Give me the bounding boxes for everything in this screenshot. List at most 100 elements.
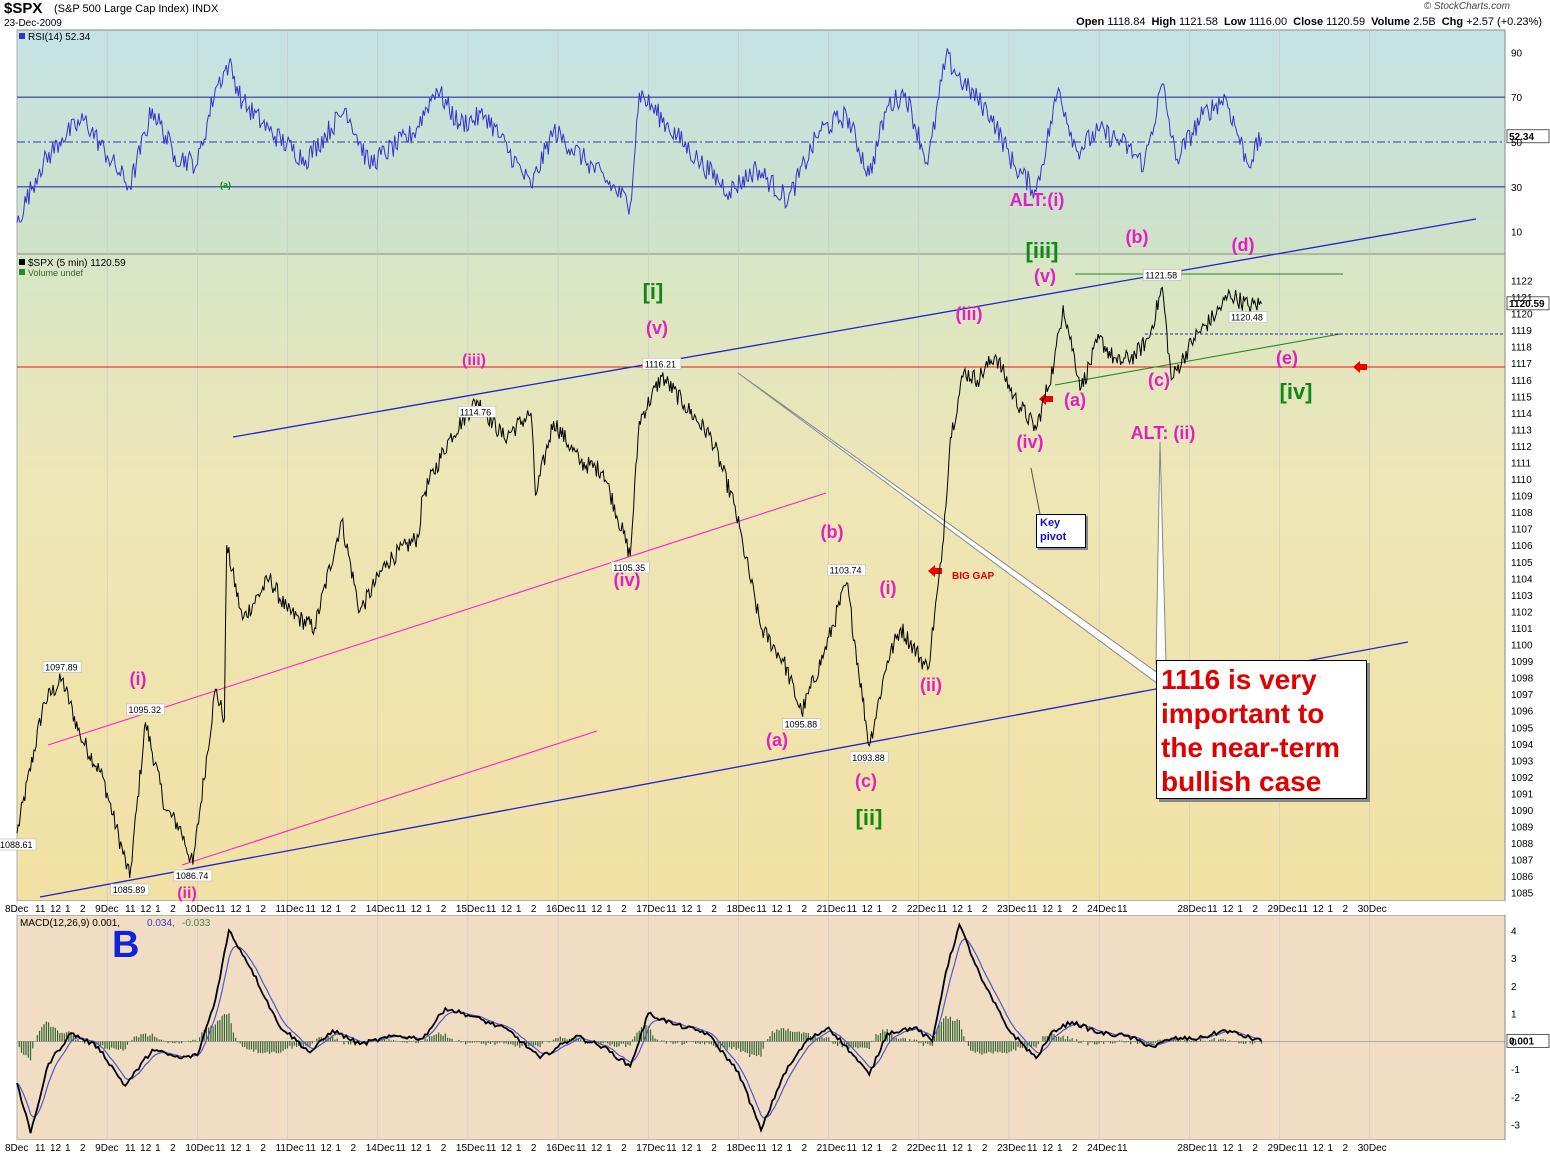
x-tick-hour-label: 11: [1117, 904, 1128, 915]
x-tick-hour-label: 2: [351, 904, 357, 915]
price-label-box: [610, 561, 650, 574]
wave-label: (v): [646, 318, 668, 338]
x-tick-hour-label: 2: [441, 904, 447, 915]
rsi-current-value-box: [1506, 129, 1550, 144]
x-tick-hour-label: 11: [1117, 1143, 1128, 1154]
macd-tick-label: 4: [1511, 926, 1517, 937]
x-tick-hour-label: 1: [786, 904, 792, 915]
price-tick-label: 1089: [1511, 823, 1534, 834]
x-tick-hour-label: 12: [681, 904, 693, 915]
price-value-label: 1093.88: [852, 753, 885, 763]
price-value-label: 1105.35: [613, 563, 645, 573]
x-tick-day-label: 29Dec: [1268, 904, 1297, 915]
x-tick-day-label: 17Dec: [636, 904, 665, 915]
price-value-label: 1121.58: [1145, 270, 1177, 280]
x-tick-hour-label: 11: [215, 904, 226, 915]
price-tick-label: 1116: [1511, 376, 1532, 387]
price-panel-label: $SPX (5 min) 1120.59: [28, 258, 126, 269]
rsi-tick-label: 90: [1511, 48, 1523, 59]
price-label-box: [642, 357, 682, 370]
rsi-tick-label: 50: [1511, 138, 1523, 149]
macd-tick-label: -3: [1511, 1121, 1520, 1132]
x-tick-hour-label: 12: [591, 1143, 603, 1154]
price-tick-label: 1112: [1511, 442, 1532, 453]
wave-label: (ii): [920, 675, 942, 695]
x-tick-hour-label: 11: [666, 904, 677, 915]
price-value-label: 1116.21: [645, 359, 676, 369]
price-tick-label: 1104: [1511, 574, 1533, 585]
price-label-box: [1143, 269, 1182, 281]
x-tick-day-label: 14Dec: [366, 904, 395, 915]
x-tick-hour-label: 11: [1027, 904, 1038, 915]
wave-label: ALT:(i): [1010, 190, 1065, 210]
price-value-label: 1103.74: [830, 566, 862, 576]
macd-panel-bg: [16, 914, 1506, 1141]
x-tick-hour-label: 12: [50, 1143, 62, 1154]
x-tick-hour-label: 12: [50, 904, 62, 915]
wave-label: (b): [1126, 227, 1149, 247]
brand-label: © StockCharts.com: [1423, 1, 1510, 12]
x-tick-hour-label: 12: [1313, 904, 1325, 915]
x-tick-day-label: 16Dec: [546, 904, 575, 915]
x-tick-hour-label: 1: [696, 1143, 702, 1154]
x-tick-day-label: 23Dec: [997, 904, 1026, 915]
price-value-label: 1114.76: [460, 407, 491, 417]
wave-label: (v): [1034, 266, 1056, 286]
price-tick-label: 1115: [1511, 392, 1532, 403]
x-tick-hour-label: 11: [1298, 904, 1309, 915]
ohlc-value: 1121.58: [1175, 16, 1218, 28]
price-tick-label: 1106: [1511, 541, 1533, 552]
x-tick-hour-label: 11: [306, 904, 317, 915]
price-label-box: [173, 869, 213, 882]
x-tick-hour-label: 11: [576, 904, 587, 915]
x-tick-day-label: 10Dec: [185, 904, 214, 915]
x-tick-hour-label: 1: [155, 1143, 161, 1154]
price-label-box: [827, 564, 866, 576]
x-tick-day-label: 11Dec: [276, 1143, 304, 1154]
x-tick-hour-label: 12: [1042, 904, 1054, 915]
x-tick-hour-label: 12: [321, 904, 333, 915]
x-tick-hour-label: 2: [892, 904, 898, 915]
x-tick-day-label: 11Dec: [276, 904, 304, 915]
x-tick-day-label: 8Dec: [5, 1143, 28, 1154]
note-line-2: important to: [1161, 698, 1325, 729]
x-axis-bg: [17, 901, 1505, 915]
price-value-label: 1085.89: [113, 885, 146, 895]
x-tick-hour-label: 2: [1343, 1143, 1349, 1154]
x-tick-hour-label: 12: [952, 1143, 964, 1154]
magenta-trendline-lower: [181, 730, 598, 866]
x-tick-hour-label: 2: [80, 1143, 86, 1154]
wave-label: (a): [1064, 390, 1086, 410]
wave-label: (iv): [614, 570, 641, 590]
price-tick-label: 1097: [1511, 690, 1534, 701]
price-tick-label: 1088: [1511, 839, 1534, 850]
macd-tick-label: -2: [1511, 1093, 1520, 1104]
wave-label: ALT: (ii): [1131, 423, 1196, 443]
x-tick-hour-label: 12: [591, 904, 603, 915]
x-tick-hour-label: 2: [621, 904, 627, 915]
key-pivot-pointer: [1030, 467, 1041, 515]
x-tick-hour-label: 1: [336, 1143, 342, 1154]
x-tick-hour-label: 1: [1237, 904, 1243, 915]
x-tick-hour-label: 2: [801, 904, 807, 915]
x-tick-hour-label: 2: [1343, 904, 1349, 915]
x-tick-hour-label: 11: [847, 904, 858, 915]
price-label-box: [0, 838, 37, 851]
note-line-3: the near-term: [1161, 732, 1340, 763]
price-tick-label: 1114: [1511, 409, 1532, 420]
price-tick-label: 1101: [1511, 624, 1533, 635]
key-pivot-box: Key pivot: [1036, 514, 1086, 548]
price-tick-label: 1105: [1511, 558, 1533, 569]
price-value-label: 1086.74: [176, 871, 209, 881]
macd-signal-line: [16, 938, 1262, 1119]
x-tick-hour-label: 11: [486, 1143, 497, 1154]
x-tick-hour-label: 1: [1057, 1143, 1063, 1154]
x-tick-hour-label: 1: [1328, 904, 1334, 915]
macd-current-value-box: [1506, 1033, 1550, 1048]
price-label-box: [849, 751, 889, 764]
x-tick-hour-label: 12: [140, 904, 152, 915]
wave-label: [iv]: [1280, 379, 1313, 404]
wave-label: (i): [880, 578, 897, 598]
x-tick-hour-label: 12: [1313, 1143, 1325, 1154]
x-tick-hour-label: 1: [1237, 1143, 1243, 1154]
